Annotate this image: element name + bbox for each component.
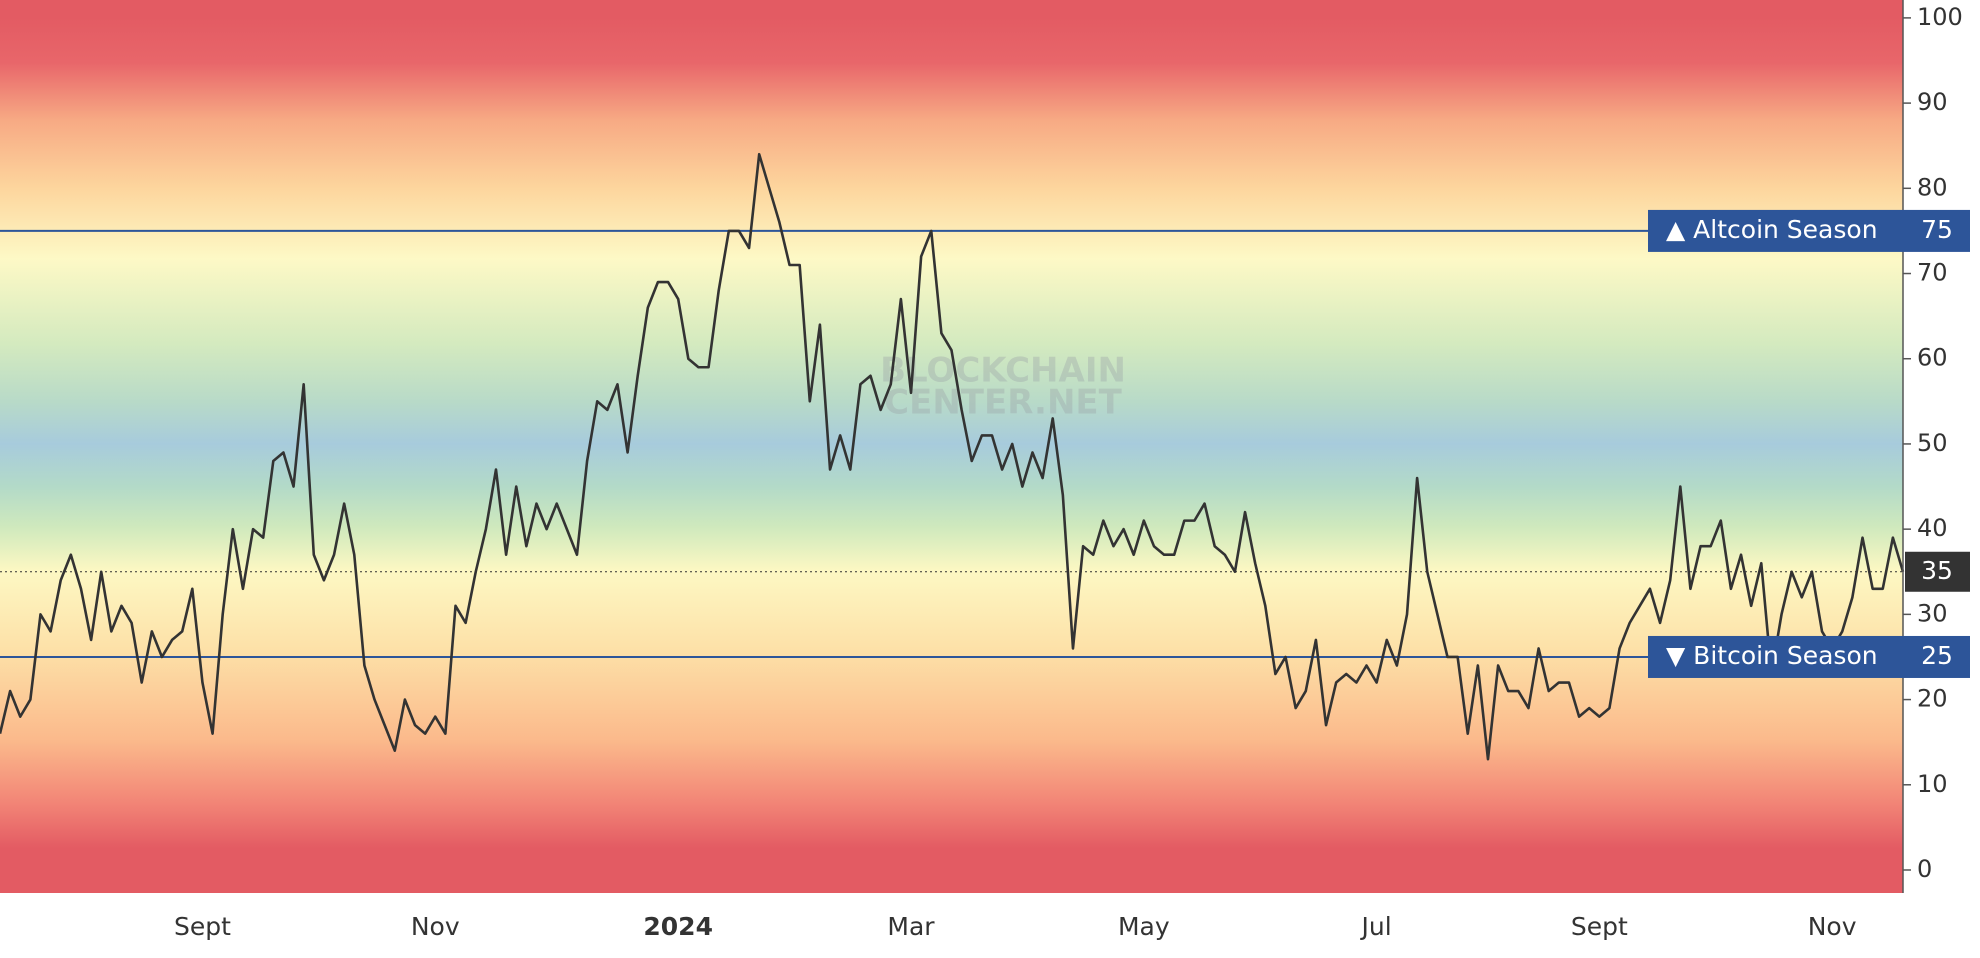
- x-tick-label: May: [1118, 912, 1170, 941]
- annotation-label: ▼ Bitcoin Season: [1666, 641, 1878, 670]
- y-tick-label: 60: [1917, 344, 1948, 372]
- x-tick-label: Sept: [1571, 912, 1628, 941]
- y-tick-label: 20: [1917, 685, 1948, 713]
- series-line: [0, 152, 1905, 761]
- last-value-box: [1905, 551, 1970, 592]
- plot: [0, 152, 1905, 761]
- annotation-box: [1648, 209, 1970, 252]
- y-tick-label: 90: [1917, 88, 1948, 116]
- y-tick-label: 30: [1917, 599, 1948, 627]
- annotation-value: 25: [1921, 641, 1953, 670]
- x-tick-label: Jul: [1360, 912, 1392, 941]
- y-tick-label: 50: [1917, 429, 1948, 457]
- x-tick-label: Mar: [887, 912, 935, 941]
- x-tick-label: Nov: [411, 912, 460, 941]
- x-tick-label: 2024: [643, 912, 713, 941]
- y-tick-label: 0: [1917, 855, 1932, 883]
- watermark-text: CENTER.NET: [884, 383, 1122, 423]
- annotation-label: ▲ Altcoin Season: [1666, 215, 1878, 244]
- labels: 35 ▲ Altcoin Season 75 ▼ Bitcoin Season 25: [1648, 209, 1970, 678]
- axis: 0 10 20 30 40 50 60 70 80 90 100 Sept Nov 2024 Mar May J…: [174, 3, 1963, 941]
- x-tick-label: Nov: [1808, 912, 1857, 941]
- y-tick-label: 100: [1917, 3, 1963, 31]
- annotation-value: 75: [1921, 215, 1953, 244]
- y-tick-label: 70: [1917, 259, 1948, 287]
- last-value-label: 35: [1921, 556, 1953, 585]
- y-tick-label: 10: [1917, 770, 1948, 798]
- y-tick-label: 40: [1917, 514, 1948, 542]
- background-bands: [0, 0, 1903, 893]
- x-tick-label: Sept: [174, 912, 231, 941]
- y-tick-label: 80: [1917, 173, 1948, 201]
- watermark-text: BLOCKCHAIN: [880, 351, 1126, 391]
- annotation-box: [1648, 635, 1970, 678]
